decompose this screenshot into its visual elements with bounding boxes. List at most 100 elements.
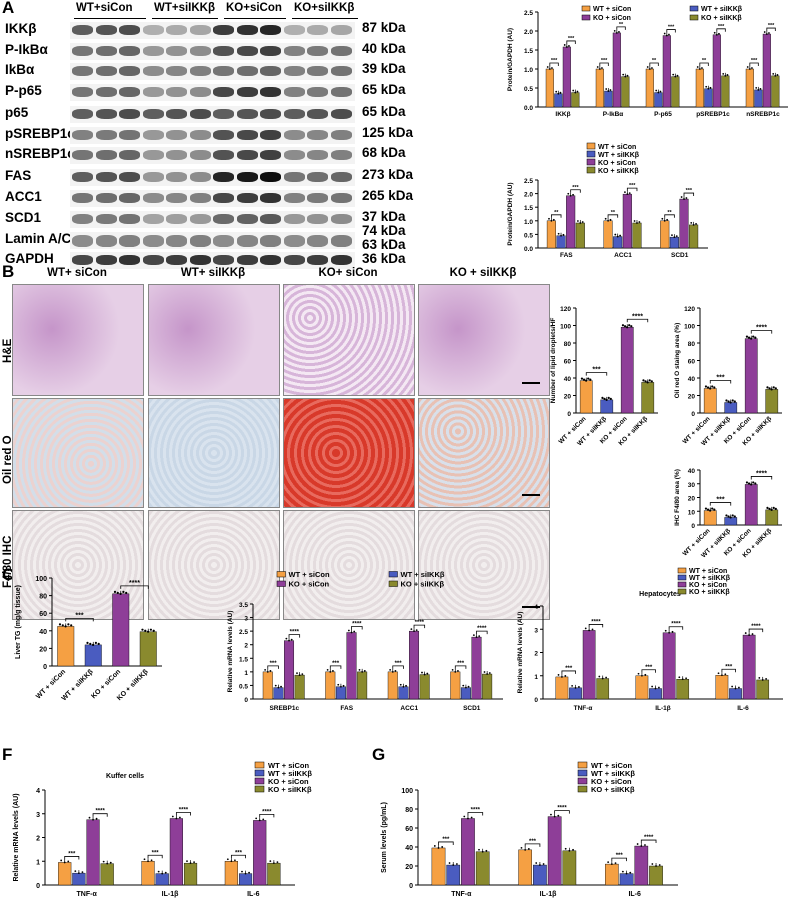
- x-tick-label: TNF-α: [574, 705, 593, 712]
- data-point: [605, 676, 608, 679]
- sig-label: ***: [529, 839, 537, 845]
- data-point: [673, 236, 676, 239]
- data-point: [613, 30, 616, 32]
- data-point: [423, 673, 426, 676]
- blot-band: [236, 130, 258, 140]
- data-point: [768, 507, 771, 510]
- sig-bracket: [120, 585, 149, 589]
- bar: [460, 687, 471, 700]
- y-tick-label: 2.5: [524, 10, 533, 17]
- data-point: [143, 858, 146, 861]
- bar: [533, 864, 547, 886]
- y-tick-label: 20: [405, 864, 413, 871]
- sig-label: ***: [592, 367, 600, 374]
- blot-band: [307, 150, 328, 160]
- blot-band: [166, 25, 187, 35]
- x-tick-label: IL-6: [247, 891, 260, 898]
- blot-group-line: [74, 18, 146, 19]
- data-point: [527, 847, 530, 850]
- blot-band: [283, 109, 305, 119]
- data-point: [456, 863, 458, 865]
- blot-band: [260, 109, 281, 119]
- blot-band: [189, 87, 211, 97]
- legend-label: WT + siCon: [591, 761, 632, 770]
- data-point: [772, 506, 775, 509]
- data-point: [725, 399, 728, 402]
- bar: [346, 632, 357, 700]
- data-point: [588, 629, 591, 632]
- data-point: [644, 844, 646, 846]
- blot-band: [189, 109, 211, 119]
- sig-bracket: [709, 502, 732, 506]
- blot-band: [236, 235, 258, 247]
- bar: [398, 686, 409, 700]
- blot-band: [283, 46, 305, 56]
- data-point: [125, 591, 128, 594]
- blot-kda-label: 40 kDa: [362, 41, 406, 56]
- sig-bracket: [524, 843, 541, 847]
- y-tick-label: 2: [534, 651, 538, 658]
- data-point: [724, 74, 727, 77]
- data-point: [591, 628, 594, 631]
- bar: [183, 862, 198, 886]
- x-tick-label: FAS: [340, 705, 353, 712]
- y-tick-label: 0: [691, 411, 695, 418]
- sig-bracket: [147, 854, 163, 859]
- blot-band: [213, 235, 234, 247]
- bar: [556, 235, 566, 249]
- blot-band: [236, 25, 258, 35]
- blot-band: [72, 109, 93, 119]
- x-tick-label: nSREBP1c: [746, 111, 780, 118]
- data-point: [636, 222, 638, 224]
- blot-band: [142, 255, 164, 265]
- bar: [771, 75, 780, 108]
- y-tick-label: 100: [560, 324, 571, 331]
- bar: [669, 236, 679, 249]
- data-point: [624, 191, 626, 194]
- sig-label: ***: [270, 661, 278, 667]
- sig-bracket: [570, 189, 581, 193]
- blot-band: [95, 46, 117, 56]
- data-point: [718, 32, 720, 35]
- data-point: [747, 336, 751, 339]
- blot-band: [95, 172, 117, 182]
- data-point: [640, 845, 643, 847]
- legend-label: WT + siCon: [268, 761, 309, 770]
- bar: [273, 687, 284, 700]
- sig-label: **: [554, 210, 559, 216]
- data-point: [674, 75, 677, 78]
- data-point: [663, 219, 666, 222]
- y-tick-label: 3: [244, 616, 248, 623]
- sig-label: ****: [352, 622, 362, 628]
- data-point: [141, 628, 144, 631]
- sig-bracket: [551, 214, 562, 218]
- blot-band: [119, 214, 140, 224]
- data-point: [665, 34, 668, 37]
- bar: [689, 224, 699, 249]
- sig-label: ***: [668, 25, 675, 31]
- x-tick-label: P-IkBα: [603, 111, 624, 118]
- sig-bracket: [626, 187, 638, 192]
- sig-bracket: [721, 668, 736, 673]
- data-point: [630, 325, 633, 328]
- data-point: [609, 89, 612, 91]
- blot-band: [95, 150, 117, 160]
- data-point: [568, 849, 571, 852]
- data-point: [610, 863, 613, 865]
- data-point: [230, 860, 233, 863]
- legend-swatch: [581, 5, 591, 12]
- sig-bracket: [748, 628, 764, 633]
- blot-band: [307, 25, 328, 35]
- blot-band: [236, 150, 258, 160]
- data-point: [340, 685, 342, 688]
- blot-strip: [70, 63, 355, 80]
- data-point: [179, 816, 181, 819]
- data-point: [706, 508, 710, 511]
- blot-band: [189, 172, 211, 182]
- blot-band: [95, 66, 117, 76]
- bar: [654, 92, 663, 108]
- blot-band: [307, 46, 328, 56]
- sig-label: ****: [129, 580, 140, 587]
- bar: [86, 819, 100, 886]
